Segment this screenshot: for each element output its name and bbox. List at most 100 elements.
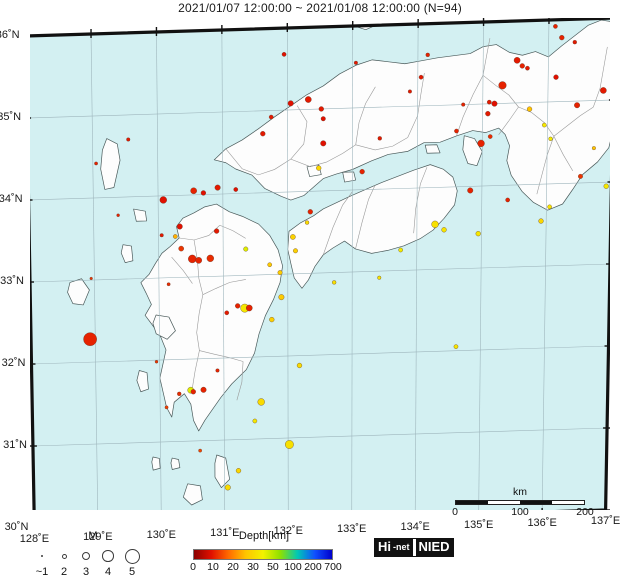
map-frame	[30, 18, 610, 510]
depth-tick-label: 30	[247, 561, 259, 573]
epicenter-marker	[519, 63, 525, 69]
epicenter-marker	[176, 223, 183, 230]
epicenter-marker	[377, 275, 382, 280]
depth-tick-label: 700	[324, 561, 342, 573]
lon-tick-label: 133˚E	[337, 523, 367, 535]
epicenter-marker	[173, 234, 178, 239]
epicenter-marker	[547, 204, 552, 210]
epicenter-marker	[485, 111, 491, 117]
epicenter-marker	[407, 89, 412, 94]
lon-tick-label: 132˚E	[273, 525, 303, 537]
epicenter-layer	[83, 24, 609, 491]
seismicity-map[interactable]: km 0 100 200	[30, 18, 610, 518]
magnitude-label: 5	[128, 566, 136, 578]
epicenter-marker	[491, 100, 498, 107]
lon-tick-label: 134˚E	[400, 521, 430, 533]
epicenter-marker	[188, 254, 197, 264]
epicenter-marker	[486, 99, 492, 105]
hinet-nied-logo: Hi -net NIED	[374, 538, 454, 557]
epicenter-marker	[461, 102, 466, 107]
depth-color-bar	[193, 549, 333, 560]
epicenter-marker	[215, 368, 220, 373]
epicenter-marker	[214, 184, 221, 191]
depth-tick-label: 0	[190, 561, 196, 573]
epicenter-marker	[269, 317, 275, 323]
epicenter-marker	[224, 310, 230, 316]
epicenter-marker	[154, 360, 159, 364]
epicenter-marker	[526, 106, 533, 112]
depth-tick-label: 100	[284, 561, 302, 573]
epicenter-marker	[195, 257, 202, 264]
epicenter-marker	[453, 344, 459, 349]
epicenter-marker	[293, 248, 298, 254]
epicenter-marker	[513, 57, 521, 64]
epicenter-marker	[541, 122, 547, 128]
epicenter-marker	[600, 87, 607, 94]
epicenter-marker	[287, 100, 294, 107]
epicenter-marker	[200, 386, 207, 393]
magnitude-label: 3	[82, 566, 90, 578]
epicenter-marker	[307, 209, 313, 215]
lat-tick-label: 31˚N	[3, 439, 27, 451]
epicenter-marker	[548, 136, 553, 141]
epicenter-marker	[285, 440, 294, 449]
epicenter-marker	[487, 134, 493, 139]
epicenter-marker	[553, 24, 558, 29]
scale-bar-unit: km	[513, 486, 527, 498]
epicenter-marker	[296, 362, 303, 369]
lon-tick-label: 129˚E	[83, 531, 113, 543]
epicenter-marker	[320, 140, 327, 147]
epicenter-marker	[290, 234, 296, 240]
epicenter-marker	[214, 228, 220, 234]
epicenter-marker	[94, 161, 98, 166]
epicenter-marker	[243, 246, 249, 252]
epicenter-marker	[252, 418, 258, 424]
epicenter-marker	[190, 389, 196, 395]
epicenter-marker	[178, 245, 184, 252]
logo-hi: Hi	[375, 539, 393, 556]
scale-bar-label-0: 0	[452, 506, 458, 518]
epicenter-marker	[316, 165, 322, 171]
lat-tick-label: 34˚N	[0, 193, 23, 205]
epicenter-marker	[159, 233, 164, 238]
magnitude-legend-title: M	[88, 530, 98, 542]
epicenter-marker	[353, 60, 358, 65]
magnitude-label: 4	[104, 566, 112, 578]
epicenter-marker	[574, 102, 580, 109]
depth-legend-title: Depth[km]	[238, 530, 290, 542]
epicenter-marker	[257, 398, 265, 406]
scale-bar-track	[455, 500, 585, 505]
epicenter-marker	[431, 220, 439, 228]
epicenter-marker	[177, 391, 182, 396]
land-layer	[67, 18, 610, 506]
lon-tick-label: 128˚E	[19, 533, 50, 545]
depth-tick-label: 10	[207, 561, 219, 573]
logo-net: -net	[393, 539, 413, 556]
depth-tick-label: 20	[227, 561, 239, 573]
magnitude-legend: M ~1 2 3 4 5	[28, 530, 158, 578]
map-canvas[interactable]	[30, 18, 610, 510]
epicenter-marker	[332, 280, 337, 285]
page-title: 2021/01/07 12:00:00 ~ 2021/01/08 12:00:0…	[178, 1, 462, 15]
lat-tick-label: 33˚N	[0, 275, 24, 287]
epicenter-marker	[268, 114, 274, 120]
epicenter-marker	[359, 169, 365, 175]
epicenter-marker	[538, 218, 544, 224]
magnitude-symbol	[40, 554, 44, 558]
epicenter-marker	[278, 294, 285, 301]
epicenter-marker	[425, 52, 430, 57]
magnitude-symbol	[102, 550, 114, 562]
lat-tick-label: 32˚N	[1, 357, 26, 369]
epicenter-marker	[320, 116, 326, 122]
epicenter-marker	[89, 276, 93, 280]
scale-bar-label-100: 100	[511, 506, 529, 518]
epicenter-marker	[166, 282, 171, 287]
epicenter-marker	[525, 65, 530, 71]
epicenter-marker	[398, 247, 403, 253]
epicenter-marker	[304, 220, 310, 225]
epicenter-marker	[441, 227, 447, 233]
epicenter-marker	[498, 81, 507, 90]
epicenter-marker	[505, 197, 510, 203]
epicenter-marker	[377, 136, 382, 141]
lon-tick-label: 130˚E	[146, 529, 176, 541]
